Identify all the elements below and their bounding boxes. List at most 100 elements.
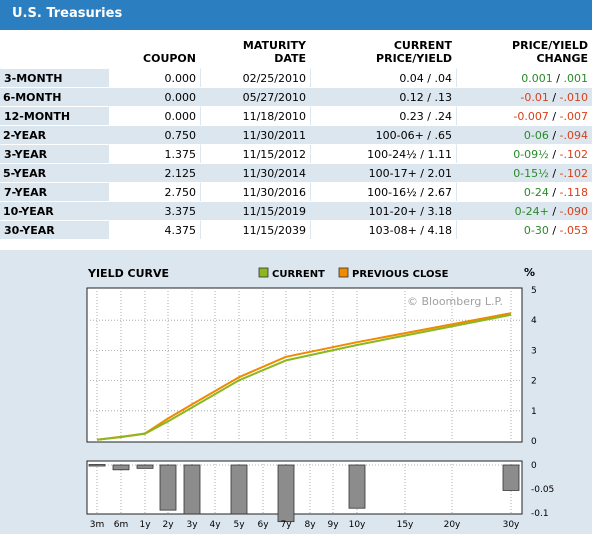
column-header-maturity: MATURITY DATE — [242, 39, 306, 65]
coupon-cell: 0.000 — [108, 68, 200, 87]
change-bar — [348, 464, 366, 509]
change-plot-area — [86, 460, 523, 515]
yield-change: -.053 — [559, 223, 588, 237]
bar-y-tick-label: 0 — [531, 461, 537, 471]
maturity-cell: 11/30/2016 — [200, 182, 310, 201]
change-separator: / — [548, 185, 560, 199]
column-header-change: PRICE/YIELD CHANGE — [512, 39, 588, 65]
yield-change: .001 — [563, 71, 589, 85]
coupon-cell: 0.000 — [108, 106, 200, 125]
yield-change: -.118 — [559, 185, 588, 199]
term-cell: 2-YEAR — [0, 125, 108, 144]
change-cell: 0-15½ / -.102 — [456, 163, 592, 182]
current-price-yield-cell: 100-24½ / 1.11 — [310, 144, 456, 163]
x-tick-label: 8y — [304, 520, 316, 530]
change-cell: -0.007 / -.007 — [456, 106, 592, 125]
y-tick-label: 5 — [531, 286, 537, 296]
change-separator: / — [548, 204, 560, 218]
change-bar — [502, 464, 520, 491]
price-change: 0-30 — [523, 223, 549, 237]
table-row: 2-YEAR 0.750 11/30/2011 100-06+ / .65 0-06 /… — [0, 125, 592, 144]
legend-current-swatch — [258, 267, 269, 278]
term-cell: 3-MONTH — [0, 68, 108, 87]
x-tick-label: 9y — [327, 520, 339, 530]
change-separator: / — [548, 90, 560, 104]
term-cell: 6-MONTH — [0, 87, 108, 106]
yield-curve-chart: YIELD CURVE CURRENT PREVIOUS CLOSE % 0 1 2 3 4 5 ©… — [86, 266, 554, 530]
change-cell: 0-09½ / -.102 — [456, 144, 592, 163]
yield-change: -.094 — [559, 128, 588, 142]
term-cell: 10-YEAR — [0, 201, 108, 220]
table-row: 10-YEAR 3.375 11/15/2019 101-20+ / 3.18 0-24… — [0, 201, 592, 220]
change-separator: / — [548, 147, 560, 161]
x-tick-label: 6m — [114, 520, 129, 530]
price-change: 0-06 — [523, 128, 549, 142]
column-header-current: CURRENT PRICE/YIELD — [376, 39, 452, 65]
term-cell: 3-YEAR — [0, 144, 108, 163]
table-row: 7-YEAR 2.750 11/30/2016 100-16½ / 2.67 0-24 … — [0, 182, 592, 201]
table-row: 12-MONTH 0.000 11/18/2010 0.23 / .24 -0.007 … — [0, 106, 592, 125]
maturity-cell: 11/18/2010 — [200, 106, 310, 125]
change-cell: 0-06 / -.094 — [456, 125, 592, 144]
price-change: 0-24 — [523, 185, 549, 199]
change-separator: / — [548, 109, 560, 123]
x-tick-label: 20y — [444, 520, 461, 530]
bar-y-tick-label: -0.05 — [531, 485, 554, 495]
coupon-cell: 3.375 — [108, 201, 200, 220]
legend-current-label: CURRENT — [272, 269, 325, 280]
change-bar — [136, 464, 154, 469]
change-bar — [159, 464, 177, 511]
y-tick-label: 2 — [531, 377, 537, 387]
x-tick-label: 5y — [233, 520, 245, 530]
table-row: 3-MONTH 0.000 02/25/2010 0.04 / .04 0.001 / … — [0, 68, 592, 87]
price-change: 0-24+ — [514, 204, 549, 218]
maturity-cell: 11/30/2011 — [200, 125, 310, 144]
change-bar — [277, 464, 295, 523]
change-cell: 0-24+ / -.090 — [456, 201, 592, 220]
x-tick-label: 15y — [397, 520, 414, 530]
term-cell: 5-YEAR — [0, 163, 108, 182]
yield-change: -.090 — [559, 204, 588, 218]
current-price-yield-cell: 100-06+ / .65 — [310, 125, 456, 144]
maturity-cell: 02/25/2010 — [200, 68, 310, 87]
column-header-term — [0, 37, 108, 68]
maturity-cell: 05/27/2010 — [200, 87, 310, 106]
series-line-current — [96, 313, 512, 441]
coupon-cell: 4.375 — [108, 220, 200, 239]
x-tick-label: 1y — [139, 520, 151, 530]
change-bar — [230, 464, 248, 515]
current-price-yield-cell: 103-08+ / 4.18 — [310, 220, 456, 239]
maturity-cell: 11/15/2012 — [200, 144, 310, 163]
main-plot-area — [86, 287, 523, 443]
change-cell: 0.001 / .001 — [456, 68, 592, 87]
current-price-yield-cell: 0.23 / .24 — [310, 106, 456, 125]
change-cell: 0-30 / -.053 — [456, 220, 592, 239]
x-tick-label: 7y — [280, 520, 292, 530]
current-price-yield-cell: 101-20+ / 3.18 — [310, 201, 456, 220]
yield-change: -.102 — [559, 147, 588, 161]
treasuries-table: COUPON MATURITY DATE CURRENT PRICE/YIELD P… — [0, 37, 592, 239]
change-separator: / — [552, 71, 564, 85]
maturity-cell: 11/15/2019 — [200, 201, 310, 220]
change-bar — [183, 464, 201, 515]
y-tick-label: 4 — [531, 316, 537, 326]
x-tick-label: 3y — [186, 520, 198, 530]
y-tick-label: 3 — [531, 346, 537, 356]
x-tick-label: 4y — [209, 520, 221, 530]
current-price-yield-cell: 100-16½ / 2.67 — [310, 182, 456, 201]
current-price-yield-cell: 0.04 / .04 — [310, 68, 456, 87]
yield-change: -.102 — [559, 166, 588, 180]
coupon-cell: 1.375 — [108, 144, 200, 163]
change-cell: -0.01 / -.010 — [456, 87, 592, 106]
x-tick-label: 3m — [90, 520, 105, 530]
current-price-yield-cell: 0.12 / .13 — [310, 87, 456, 106]
table-header-row: COUPON MATURITY DATE CURRENT PRICE/YIELD P… — [0, 37, 592, 68]
y-tick-label: 0 — [531, 437, 537, 447]
maturity-cell: 11/30/2014 — [200, 163, 310, 182]
yield-change: -.010 — [559, 90, 588, 104]
change-separator: / — [548, 223, 560, 237]
y-tick-label: 1 — [531, 407, 537, 417]
price-change: 0-15½ — [513, 166, 549, 180]
watermark: © Bloomberg L.P. — [407, 295, 503, 308]
x-tick-label: 30y — [503, 520, 520, 530]
